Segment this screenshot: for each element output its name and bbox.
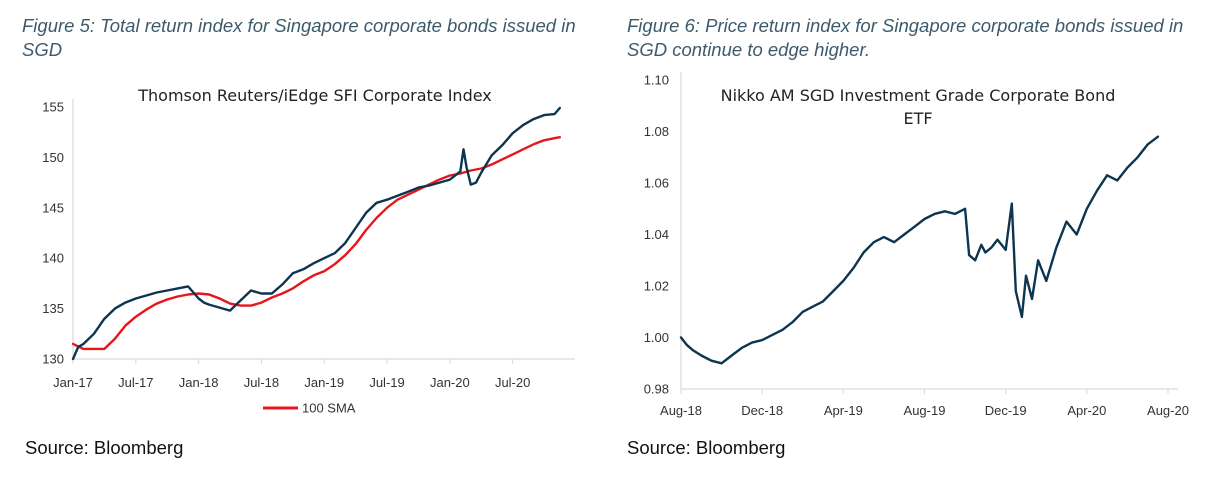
figure-6-source: Source: Bloomberg <box>627 437 786 458</box>
chart1-y-tick-label: 145 <box>42 200 64 215</box>
chart1-x-tick-label: Jan-18 <box>179 375 219 390</box>
chart2-y-tick-label: 1.00 <box>644 330 669 345</box>
chart2-y-tick-label: 1.10 <box>644 73 669 88</box>
chart2-x-tick-label: Aug-20 <box>1147 403 1189 418</box>
chart1-x-tick-label: Jan-19 <box>304 375 344 390</box>
chart2-title-line-1: Nikko AM SGD Investment Grade Corporate … <box>721 86 1116 105</box>
chart1-series-100-sma-line <box>71 135 561 351</box>
chart1-y-tick-label: 150 <box>42 150 64 165</box>
chart2-y-tick-label: 0.98 <box>644 382 669 397</box>
chart2-x-tick-label: Apr-19 <box>824 403 863 418</box>
chart1-y-tick-label: 130 <box>42 352 64 367</box>
chart1-y-tick-label: 155 <box>42 100 64 115</box>
chart1-x-tick-label: Jul-19 <box>369 375 404 390</box>
chart1-y-tick-label: 135 <box>42 301 64 316</box>
chart2-y-tick-label: 1.02 <box>644 279 669 294</box>
chart2-series-index-line <box>679 135 1160 365</box>
chart1-x-tick-label: Jan-20 <box>430 375 470 390</box>
chart2-y-tick-label: 1.04 <box>644 227 669 242</box>
chart2-x-tick-label: Apr-20 <box>1067 403 1106 418</box>
chart2-x-tick-label: Dec-19 <box>985 403 1027 418</box>
chart1-series-index-line <box>71 106 561 361</box>
chart1-x-tick-label: Jul-17 <box>118 375 153 390</box>
chart2-y-tick-label: 1.08 <box>644 124 669 139</box>
chart2-y-tick-label: 1.06 <box>644 176 669 191</box>
figure-5-source: Source: Bloomberg <box>25 437 184 458</box>
chart2-x-tick-label: Aug-18 <box>660 403 702 418</box>
chart1-title: Thomson Reuters/iEdge SFI Corporate Inde… <box>137 86 492 105</box>
chart2-x-tick-label: Dec-18 <box>741 403 783 418</box>
chart1-x-tick-label: Jan-17 <box>53 375 93 390</box>
chart1-x-tick-label: Jul-18 <box>244 375 279 390</box>
chart1-legend-label: 100 SMA <box>302 401 356 416</box>
figure-6-caption: Figure 6: Price return index for Singapo… <box>627 15 1184 60</box>
chart2-title-line-2: ETF <box>903 109 932 128</box>
chart1-x-tick-label: Jul-20 <box>495 375 530 390</box>
figure-5-caption: Figure 5: Total return index for Singapo… <box>22 15 576 60</box>
chart1-y-tick-label: 140 <box>42 251 64 266</box>
chart2-x-tick-label: Aug-19 <box>904 403 946 418</box>
